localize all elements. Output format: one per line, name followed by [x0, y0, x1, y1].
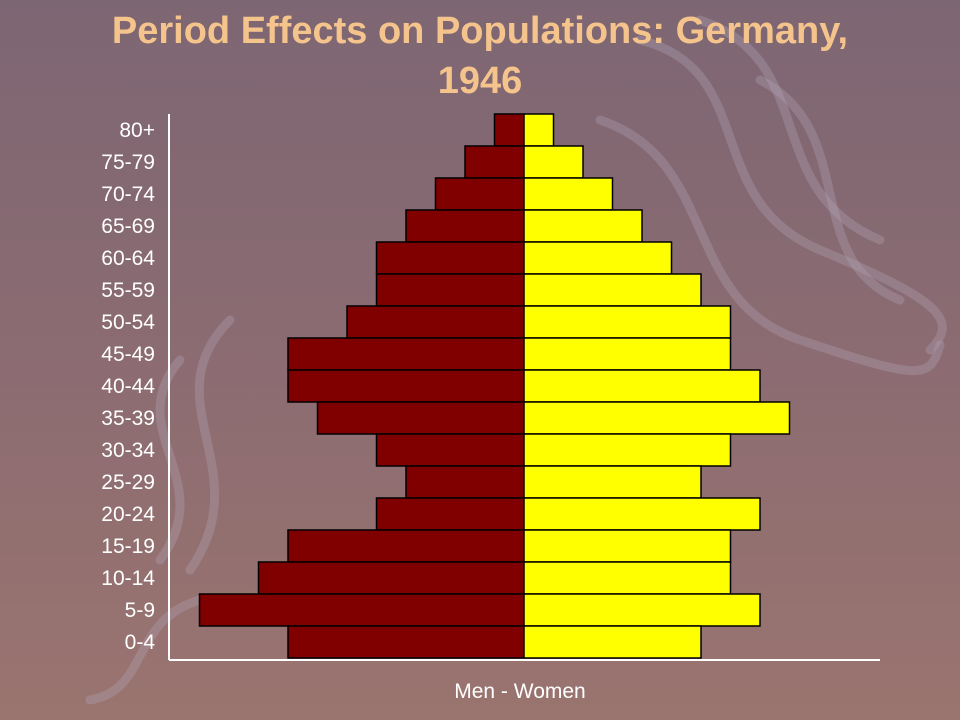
- bar-women-35-39: [523, 401, 791, 435]
- y-tick-label: 35-39: [101, 407, 155, 430]
- y-tick-label: 50-54: [101, 311, 155, 334]
- bar-women-45-49: [523, 337, 732, 371]
- bar-men-15-19: [287, 529, 525, 563]
- bar-men-80+: [493, 113, 525, 147]
- bar-women-0-4: [523, 625, 702, 659]
- y-tick-label: 70-74: [101, 183, 155, 206]
- y-tick-label: 5-9: [125, 599, 155, 622]
- y-tick-label: 20-24: [101, 503, 155, 526]
- bar-men-50-54: [346, 305, 525, 339]
- bar-women-55-59: [523, 273, 702, 307]
- bar-women-40-44: [523, 369, 761, 403]
- bar-women-5-9: [523, 593, 761, 627]
- bar-men-55-59: [375, 273, 525, 307]
- x-axis-label: Men - Women: [454, 680, 586, 703]
- bars-group: [198, 113, 791, 659]
- y-tick-label: 55-59: [101, 279, 155, 302]
- y-tick-label: 10-14: [101, 567, 155, 590]
- bar-men-35-39: [316, 401, 525, 435]
- bar-women-30-34: [523, 433, 732, 467]
- bar-men-70-74: [434, 177, 525, 211]
- bar-women-20-24: [523, 497, 761, 531]
- y-tick-label: 80+: [119, 119, 155, 142]
- slide-title-line-1: Period Effects on Populations: Germany,: [111, 10, 849, 52]
- y-tick-label: 40-44: [101, 375, 155, 398]
- y-tick-label: 65-69: [101, 215, 155, 238]
- slide-title: Period Effects on Populations: Germany, …: [0, 6, 960, 106]
- bar-men-45-49: [287, 337, 525, 371]
- bar-men-25-29: [405, 465, 525, 499]
- y-tick-labels: 80+ 75-79 70-74 65-69 60-64 55-59 50-54 45-49 40…: [101, 119, 155, 654]
- bar-men-5-9: [198, 593, 525, 627]
- bar-women-70-74: [523, 177, 614, 211]
- y-tick-label: 60-64: [101, 247, 155, 270]
- bar-men-0-4: [287, 625, 525, 659]
- bar-men-65-69: [405, 209, 525, 243]
- bar-women-75-79: [523, 145, 584, 179]
- bar-women-50-54: [523, 305, 732, 339]
- bar-men-30-34: [375, 433, 525, 467]
- bar-women-25-29: [523, 465, 702, 499]
- y-tick-label: 45-49: [101, 343, 155, 366]
- y-tick-label: 75-79: [101, 151, 155, 174]
- bar-women-65-69: [523, 209, 643, 243]
- y-tick-label: 30-34: [101, 439, 155, 462]
- bar-women-15-19: [523, 529, 732, 563]
- y-tick-label: 25-29: [101, 471, 155, 494]
- y-tick-label: 0-4: [125, 631, 156, 654]
- slide-title-line-2: 1946: [437, 60, 523, 102]
- bar-men-40-44: [287, 369, 525, 403]
- bar-women-60-64: [523, 241, 673, 275]
- bar-men-60-64: [375, 241, 525, 275]
- bar-men-10-14: [257, 561, 525, 595]
- bar-women-80+: [523, 113, 555, 147]
- y-tick-label: 15-19: [101, 535, 155, 558]
- bar-men-75-79: [464, 145, 525, 179]
- bar-men-20-24: [375, 497, 525, 531]
- bar-women-10-14: [523, 561, 732, 595]
